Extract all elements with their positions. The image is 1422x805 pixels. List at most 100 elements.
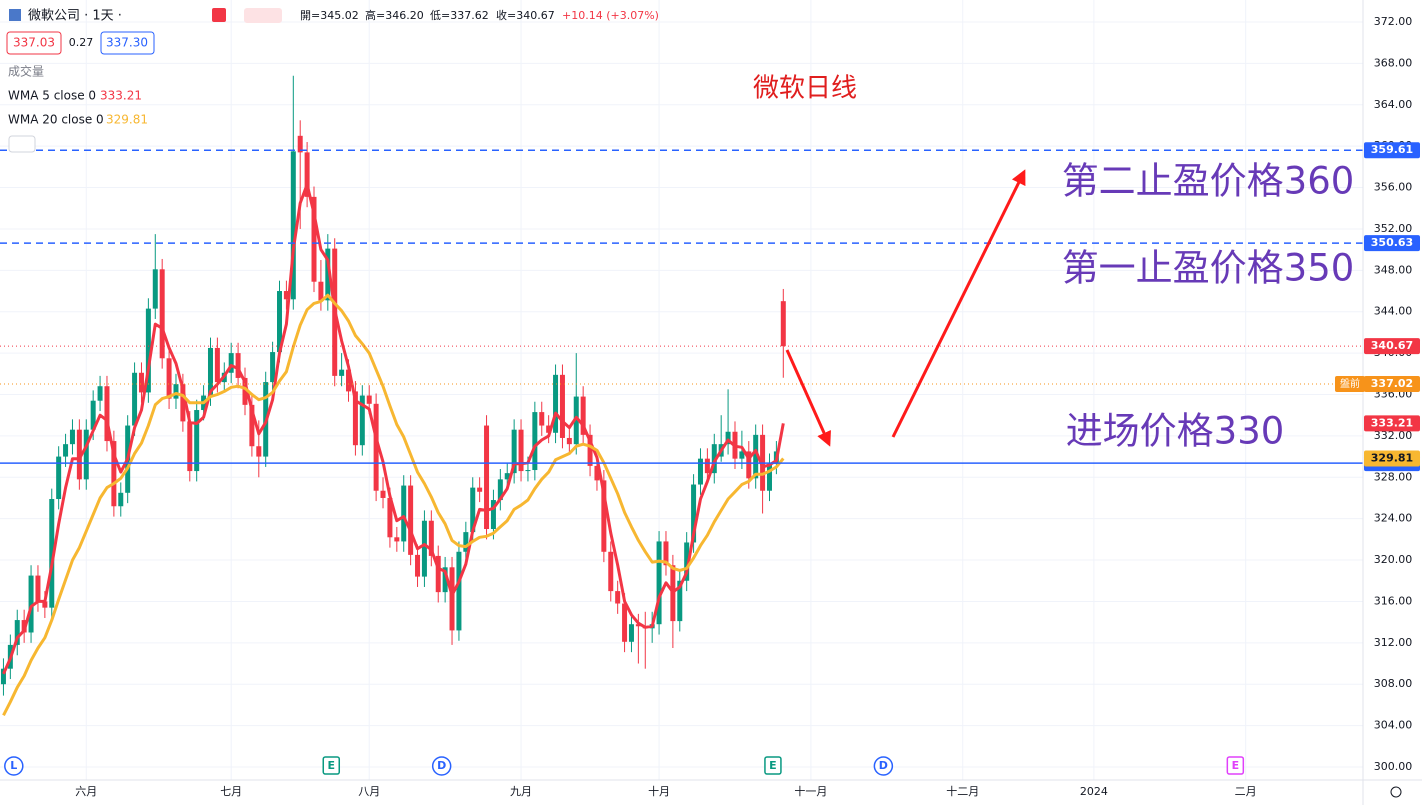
candle-body (387, 497, 393, 538)
candle-body (484, 425, 490, 530)
candle-body (214, 347, 220, 383)
ohlc-high: 高=346.20 (365, 8, 424, 22)
candle-body (442, 567, 448, 593)
candle-body (704, 458, 710, 474)
candle-body (380, 490, 386, 498)
y-tick-label: 348.00 (1374, 263, 1413, 276)
candle-body (76, 429, 82, 480)
price-tag (1364, 142, 1420, 159)
candle-body (290, 151, 296, 300)
candle-body (525, 470, 531, 472)
event-marker (322, 756, 341, 775)
candle-body (270, 352, 276, 383)
annotation: 第二止盈价格360 (1062, 160, 1355, 203)
annotation: 进场价格330 (1066, 410, 1285, 453)
candle-body (435, 555, 441, 593)
candle-body (594, 465, 600, 481)
session-tag (1335, 375, 1365, 392)
candle-body (691, 484, 697, 543)
candle-body (56, 456, 62, 500)
candle-body (104, 386, 110, 442)
candle-body (684, 542, 690, 581)
candle-body (256, 446, 262, 457)
settings-icon[interactable] (1390, 786, 1402, 798)
price-tag-label: 337.02 (1371, 377, 1413, 390)
collapse-button[interactable] (8, 135, 36, 153)
y-tick-label: 320.00 (1374, 553, 1413, 566)
wma-line (2, 183, 785, 675)
event-marker (4, 756, 24, 776)
x-tick-label: 七月 (220, 785, 242, 798)
candle-body (553, 374, 559, 433)
y-tick-label: 372.00 (1374, 15, 1413, 28)
ohlc-close: 收=340.67 (496, 8, 555, 22)
candle-body (449, 567, 455, 631)
event-marker (431, 756, 452, 776)
candle-body (0, 668, 6, 685)
candle-body (428, 520, 434, 556)
symbol[interactable]: 微軟公司 · 1天 · (28, 8, 122, 24)
candle-body (677, 580, 683, 622)
y-tick-label: 324.00 (1374, 512, 1413, 525)
candle-body (532, 412, 538, 471)
price-tag-label: 340.67 (1371, 339, 1413, 352)
spread: 0.27 (69, 36, 94, 49)
x-tick-label: 二月 (1235, 785, 1257, 798)
volume-label[interactable]: 成交量 (8, 64, 44, 79)
candle-body (518, 429, 524, 472)
x-tick-label: 九月 (510, 785, 532, 798)
candle-body (63, 444, 69, 457)
legend-value: 333.21 (100, 89, 142, 103)
candle-body (318, 281, 324, 301)
ask: 337.30 (106, 36, 148, 50)
y-tick-label: 316.00 (1374, 594, 1413, 607)
candle-body (352, 391, 358, 446)
candle-body (359, 395, 365, 446)
y-tick-label: 364.00 (1374, 98, 1413, 111)
candle-body (408, 485, 414, 555)
candle-body (283, 291, 289, 300)
x-tick-label: 八月 (358, 785, 380, 798)
flag-icon[interactable] (212, 8, 226, 22)
candle-body (615, 591, 621, 604)
candle-body (83, 429, 89, 480)
candle-body (145, 308, 151, 393)
candle-body (187, 421, 193, 472)
legend-entry[interactable]: WMA 20 close 0 (8, 113, 104, 127)
event-marker (764, 756, 782, 775)
price-tag-label: 329.81 (1371, 452, 1413, 465)
candle-body (159, 269, 165, 359)
candle-body (249, 404, 255, 447)
candle-body (622, 603, 628, 642)
session-icon[interactable] (244, 8, 282, 23)
candle-body (566, 437, 572, 445)
price-tag (1364, 235, 1420, 252)
annotation: 第一止盈价格350 (1062, 247, 1355, 290)
x-tick-label: 十一月 (794, 784, 827, 798)
candle-body (746, 451, 752, 479)
x-tick-label: 十月 (648, 784, 670, 798)
candle-body (138, 372, 144, 393)
candle-body (194, 410, 200, 472)
session-tag-label: 盤前 (1340, 377, 1360, 390)
candle-body (753, 434, 759, 479)
candle-body (601, 480, 607, 552)
candle-body (242, 377, 248, 405)
candle-body (346, 369, 352, 392)
candle-body (663, 541, 669, 566)
event-label: E (328, 759, 336, 772)
candle-body (421, 520, 427, 577)
sell-button[interactable] (6, 31, 62, 55)
event-label: E (1232, 759, 1240, 772)
candle-body (725, 431, 731, 445)
legend-entry[interactable]: WMA 5 close 0 (8, 89, 96, 103)
price-tag-label: 333.21 (1371, 416, 1413, 429)
candle-body (173, 384, 179, 399)
candle-body (152, 269, 158, 309)
y-tick-label: 312.00 (1374, 636, 1413, 649)
candle-body (456, 551, 462, 631)
candle-body (394, 537, 400, 542)
candle-body (366, 395, 372, 404)
buy-button[interactable] (100, 31, 155, 55)
